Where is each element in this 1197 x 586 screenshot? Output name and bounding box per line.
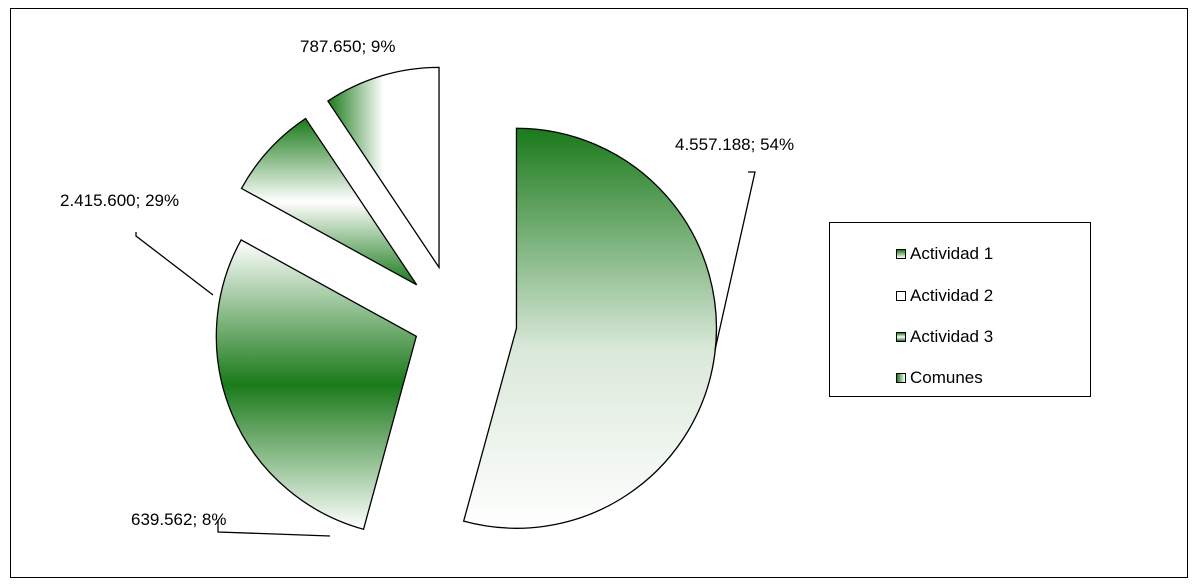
leader-line-actividad-1 [714, 171, 756, 351]
leader-line-actividad-3 [217, 520, 331, 537]
legend-key-actividad-2 [896, 291, 906, 301]
legend-key-actividad-3 [896, 332, 906, 342]
pie-slice-actividad-3 [240, 117, 418, 286]
legend-item-actividad-2: Actividad 2 [896, 285, 993, 307]
pie-slice-actividad-1 [462, 127, 718, 529]
legend-label: Comunes [910, 368, 983, 387]
data-label-actividad-3: 639.562; 8% [131, 510, 226, 529]
legend-label: Actividad 2 [910, 286, 994, 305]
data-label-actividad-2: 2.415.600; 29% [60, 191, 179, 210]
legend-item-actividad-1: Actividad 1 [896, 243, 993, 265]
legend-label: Actividad 1 [910, 244, 994, 263]
data-label-comunes: 787.650; 9% [300, 37, 395, 56]
data-label-actividad-1: 4.557.188; 54% [675, 135, 794, 154]
legend-item-comunes: Comunes [896, 367, 983, 389]
legend-label: Actividad 3 [910, 327, 994, 346]
legend-item-actividad-3: Actividad 3 [896, 326, 993, 348]
pie-slice-comunes [326, 66, 440, 270]
legend-key-actividad-1 [896, 249, 906, 259]
leader-line-actividad-2 [135, 232, 214, 296]
legend: Actividad 1 Actividad 2 Actividad 3 Comu… [829, 222, 1091, 397]
pie-slice-actividad-2 [215, 239, 418, 531]
legend-key-comunes [896, 373, 906, 383]
